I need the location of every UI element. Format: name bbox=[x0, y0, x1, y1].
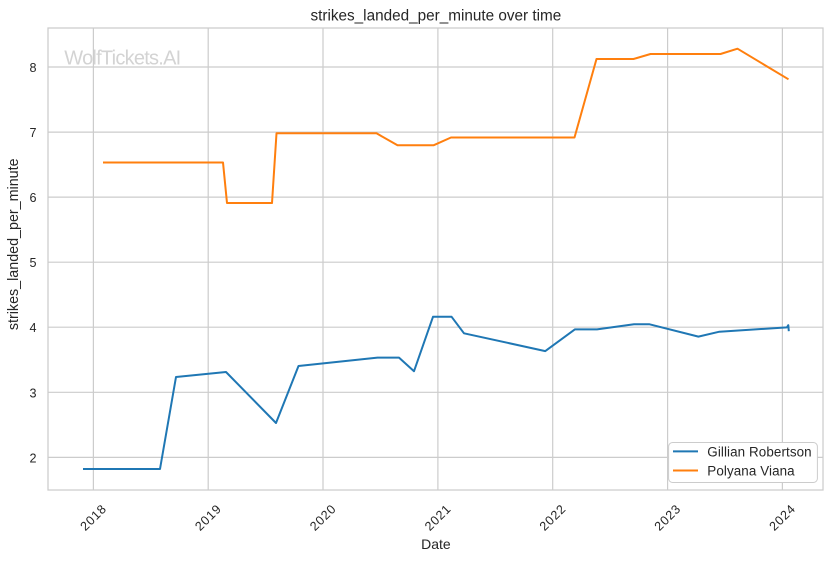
svg-text:Polyana Viana: Polyana Viana bbox=[707, 464, 795, 479]
svg-text:strikes_landed_per_minute over: strikes_landed_per_minute over time bbox=[310, 8, 561, 25]
svg-text:5: 5 bbox=[29, 256, 36, 270]
svg-text:2: 2 bbox=[29, 451, 36, 465]
svg-text:Gillian Robertson: Gillian Robertson bbox=[707, 445, 811, 460]
svg-text:6: 6 bbox=[29, 191, 36, 205]
svg-text:3: 3 bbox=[29, 386, 36, 400]
svg-text:WolfTickets.AI: WolfTickets.AI bbox=[64, 48, 180, 70]
svg-text:7: 7 bbox=[29, 126, 36, 140]
svg-text:strikes_landed_per_minute: strikes_landed_per_minute bbox=[6, 158, 22, 330]
svg-text:8: 8 bbox=[29, 61, 36, 75]
svg-text:4: 4 bbox=[29, 321, 36, 335]
svg-text:Date: Date bbox=[421, 536, 451, 552]
